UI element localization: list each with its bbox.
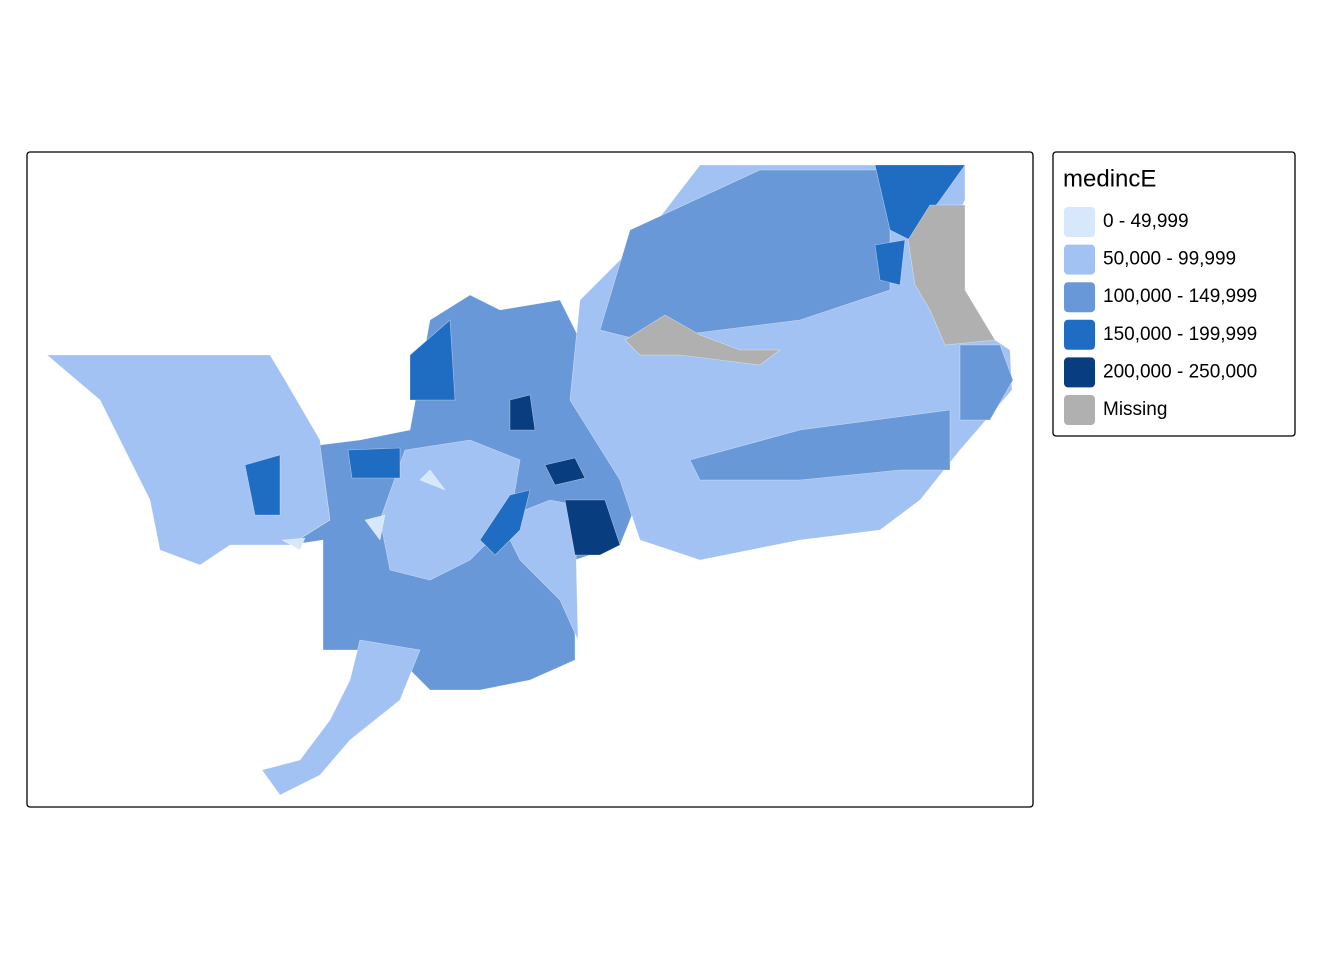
region — [874, 239, 906, 286]
legend-swatch — [1064, 319, 1095, 350]
region — [544, 457, 586, 486]
legend-label: Missing — [1103, 399, 1167, 420]
region — [419, 469, 446, 491]
region — [244, 454, 281, 516]
region — [261, 639, 421, 796]
legend-title: medincE — [1063, 165, 1156, 192]
region — [907, 204, 996, 346]
legend-label: 50,000 - 99,999 — [1103, 249, 1236, 270]
region — [499, 499, 579, 641]
region — [689, 409, 951, 481]
legend-label: 100,000 - 149,999 — [1103, 286, 1257, 307]
region — [364, 514, 386, 541]
legend-swatch — [1064, 282, 1095, 313]
region — [409, 319, 456, 401]
region — [280, 537, 306, 551]
region — [564, 499, 621, 556]
legend-label: 0 - 49,999 — [1103, 211, 1189, 232]
map-regions — [46, 164, 1014, 796]
region — [624, 314, 781, 366]
region — [599, 169, 891, 341]
region — [479, 489, 531, 556]
legend-label: 200,000 - 250,000 — [1103, 361, 1257, 382]
legend-swatch — [1064, 395, 1095, 425]
legend-label: 150,000 - 199,999 — [1103, 324, 1257, 345]
legend-frame — [1052, 151, 1296, 437]
legend-swatch — [1064, 244, 1095, 275]
region — [959, 344, 1014, 421]
legend-swatch — [1064, 357, 1095, 388]
legend-swatch — [1064, 207, 1095, 237]
region — [347, 447, 401, 479]
region — [509, 394, 536, 431]
